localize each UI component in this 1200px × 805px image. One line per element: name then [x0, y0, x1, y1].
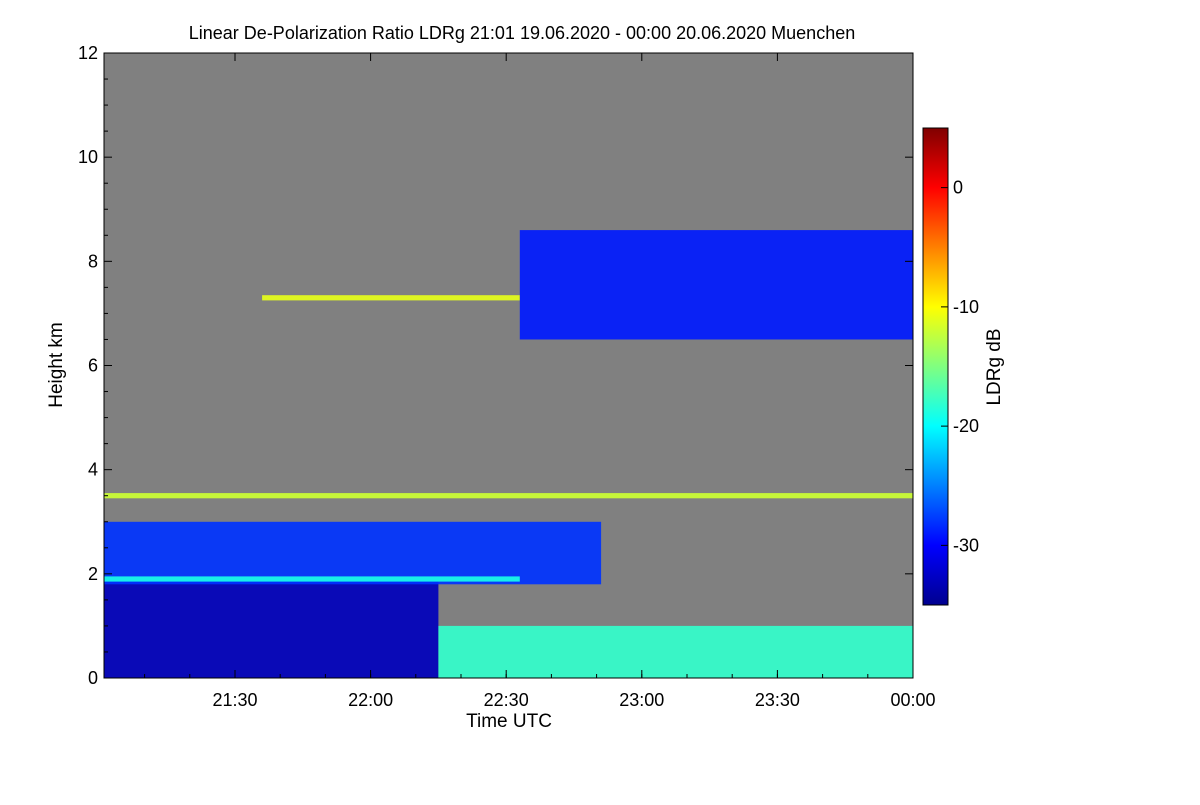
y-tick-label: 12	[78, 43, 98, 63]
x-tick-label: 00:00	[890, 690, 935, 710]
x-tick-label: 23:30	[755, 690, 800, 710]
feature-2	[104, 521, 602, 585]
chart-title: Linear De-Polarization Ratio LDRg 21:01 …	[189, 23, 855, 43]
colorbar-tick-label: -20	[953, 416, 979, 436]
colorbar-scale	[922, 127, 949, 606]
x-tick-label: 22:00	[348, 690, 393, 710]
colorbar-tick-label: -30	[953, 535, 979, 555]
y-tick-label: 6	[88, 356, 98, 376]
x-tick-label: 23:00	[619, 690, 664, 710]
y-tick-label: 2	[88, 564, 98, 584]
colorbar-ticks: 0 -10 -20 -30	[941, 178, 979, 555]
colorbar-label: LDRg dB	[984, 328, 1005, 405]
feature-6	[104, 493, 913, 499]
x-tick-label: 21:30	[212, 690, 257, 710]
feature-1	[438, 625, 913, 678]
feature-4	[519, 230, 913, 340]
x-axis-label: Time UTC	[466, 711, 552, 732]
x-axis: 21:30 22:00 22:30 23:00 23:30 00:00	[144, 53, 936, 710]
y-axis-label: Height km	[46, 322, 67, 408]
y-tick-label: 8	[88, 251, 98, 271]
feature-3	[104, 576, 520, 582]
y-tick-label: 4	[88, 460, 98, 480]
y-tick-label: 10	[78, 147, 98, 167]
y-axis: 0 2 4 6 8 10 12	[78, 43, 913, 688]
feature-0	[104, 581, 439, 678]
y-tick-label: 0	[88, 668, 98, 688]
colorbar: 0 -10 -20 -30 LDRg dB	[922, 127, 1005, 606]
colorbar-tick-label: 0	[953, 178, 963, 198]
feature-5	[262, 295, 520, 301]
colorbar-tick-label: -10	[953, 297, 979, 317]
plot-area: 21:30 22:00 22:30 23:00 23:30 00:00 0 2 4 6 8 10 12	[78, 43, 936, 710]
x-tick-label: 22:30	[484, 690, 529, 710]
ldr-features	[104, 230, 913, 678]
